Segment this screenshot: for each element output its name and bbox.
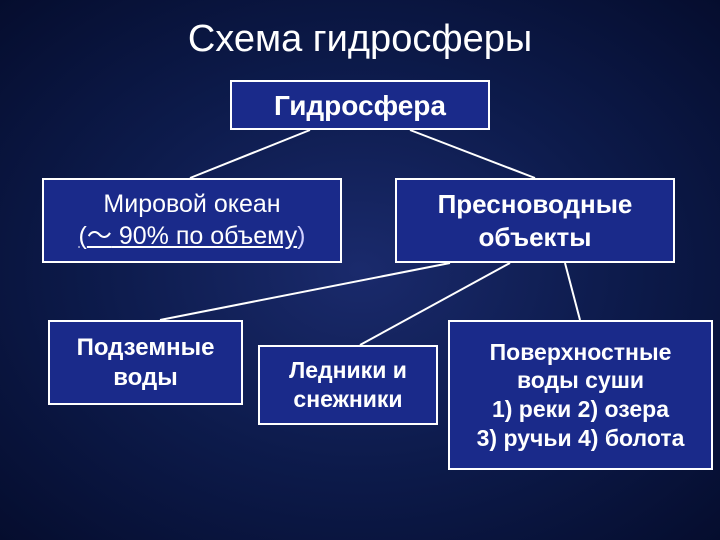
edge <box>410 130 535 178</box>
node-label-line: объекты <box>479 221 592 254</box>
node-label-line: снежники <box>293 385 402 414</box>
slide-title: Схема гидросферы <box>0 18 720 61</box>
node-label-line: 1) реки 2) озера <box>492 395 669 424</box>
node-label-line: Подземные <box>77 333 215 363</box>
node-glaciers: Ледники и снежники <box>258 345 438 425</box>
node-underground: Подземные воды <box>48 320 243 405</box>
node-label-line: воды суши <box>517 366 644 395</box>
node-ocean: Мировой океан (〜 90% по объему) <box>42 178 342 263</box>
tilde-icon: 〜 <box>87 222 112 250</box>
node-label-line: (〜 90% по объему) <box>79 221 306 252</box>
edge <box>190 130 310 178</box>
node-label-line: Ледники и <box>289 356 407 385</box>
node-surface: Поверхностные воды суши 1) реки 2) озера… <box>448 320 713 470</box>
node-label-line: Пресноводные <box>438 188 633 221</box>
node-root: Гидросфера <box>230 80 490 130</box>
text-part: ) <box>297 222 305 250</box>
node-label-line: Мировой океан <box>103 189 280 220</box>
node-label-line: 3) ручьи 4) болота <box>477 424 685 453</box>
node-label-line: Поверхностные <box>490 338 672 367</box>
node-label-line: воды <box>113 363 178 393</box>
text-part: 90% по объему <box>112 222 297 250</box>
text-part: ( <box>79 222 87 250</box>
node-fresh: Пресноводные объекты <box>395 178 675 263</box>
edge <box>565 263 580 320</box>
node-label: Гидросфера <box>274 88 446 123</box>
edge <box>160 263 450 320</box>
